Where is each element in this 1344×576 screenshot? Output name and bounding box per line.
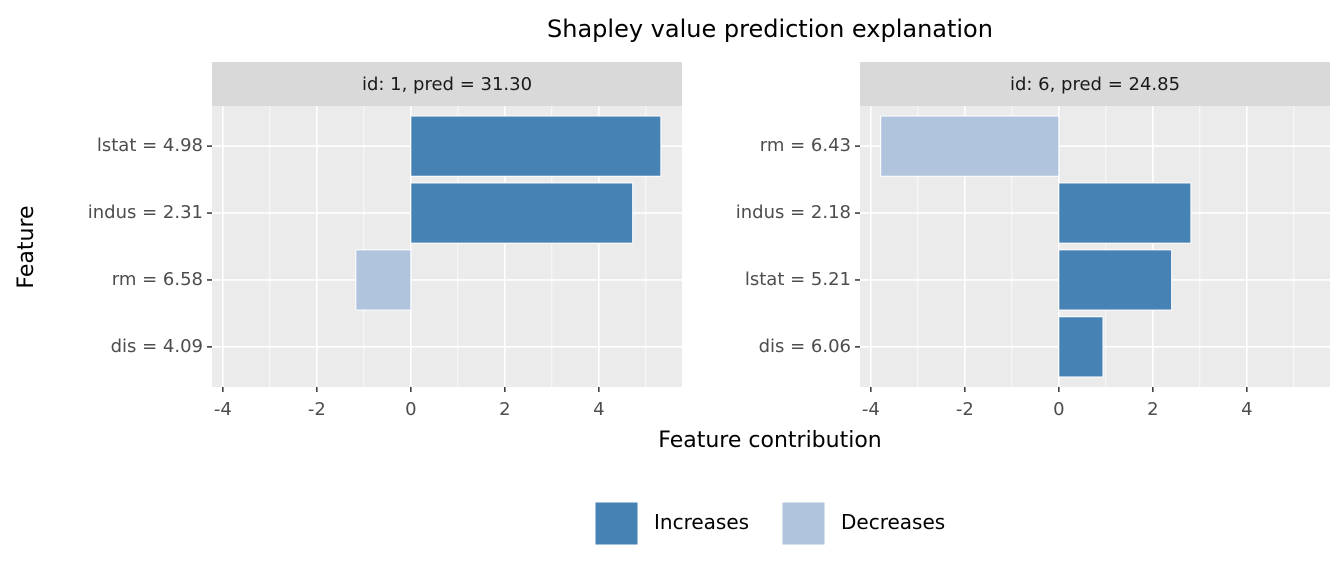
- legend-key: [781, 501, 826, 546]
- bar: [410, 115, 662, 177]
- y-axis-label: Feature: [14, 205, 39, 288]
- y-tick-label: lstat = 4.98: [97, 135, 203, 156]
- x-axis-label: Feature contribution: [658, 428, 881, 453]
- y-tick-label: indus = 2.31: [88, 202, 203, 223]
- x-tick-label: 0: [1053, 399, 1064, 420]
- legend-label: Decreases: [841, 510, 945, 534]
- bar: [1058, 182, 1192, 244]
- x-tick-label: -2: [308, 399, 326, 420]
- x-tick-label: -2: [956, 399, 974, 420]
- strip-label: id: 6, pred = 24.85: [1010, 74, 1180, 95]
- y-tick-label: rm = 6.43: [760, 135, 851, 156]
- y-tick-label: lstat = 5.21: [745, 269, 851, 290]
- bar: [1058, 249, 1173, 311]
- x-tick-label: -4: [214, 399, 232, 420]
- strip: [212, 62, 682, 106]
- x-tick-label: 4: [1241, 399, 1252, 420]
- y-tick-label: rm = 6.58: [112, 269, 203, 290]
- legend-key: [594, 501, 639, 546]
- strip-label: id: 1, pred = 31.30: [362, 74, 532, 95]
- x-tick-label: 4: [593, 399, 604, 420]
- bar: [410, 182, 634, 244]
- legend-label: Increases: [654, 510, 749, 534]
- chart-title: Shapley value prediction explanation: [547, 15, 993, 43]
- x-tick-label: 0: [405, 399, 416, 420]
- bar: [355, 249, 412, 311]
- y-tick-label: dis = 4.09: [111, 336, 203, 357]
- x-tick-label: -4: [862, 399, 880, 420]
- bar: [1058, 316, 1104, 378]
- x-tick-label: 2: [499, 399, 510, 420]
- y-tick-label: dis = 6.06: [759, 336, 851, 357]
- y-tick-label: indus = 2.18: [736, 202, 851, 223]
- bar: [880, 115, 1060, 177]
- x-tick-label: 2: [1147, 399, 1158, 420]
- strip: [860, 62, 1330, 106]
